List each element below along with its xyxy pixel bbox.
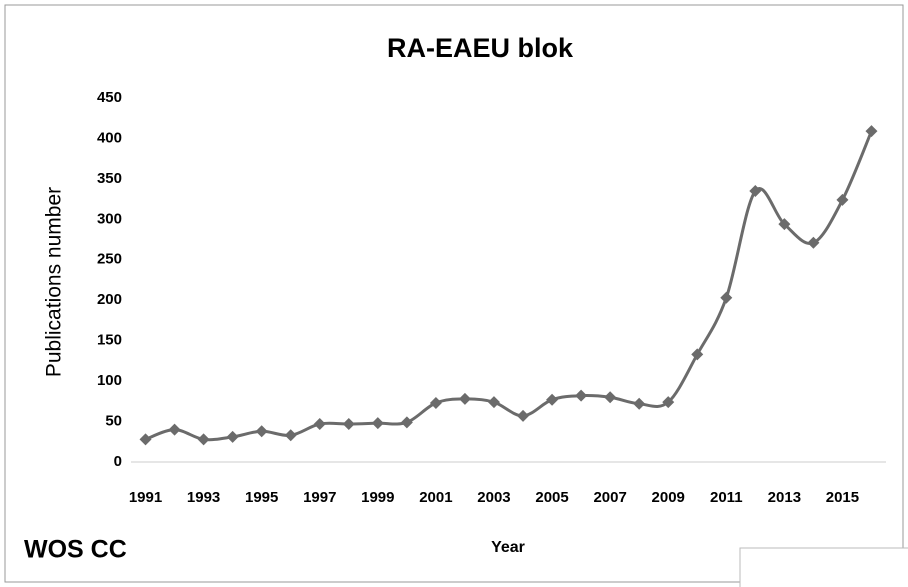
y-tick-label: 400 bbox=[97, 129, 122, 146]
y-axis-label: Publications number bbox=[43, 187, 66, 377]
y-tick-label: 450 bbox=[97, 89, 122, 106]
y-tick-label: 250 bbox=[97, 251, 122, 268]
marker bbox=[400, 416, 413, 429]
x-tick-label: 2013 bbox=[768, 489, 801, 506]
marker bbox=[604, 391, 617, 404]
x-tick-label: 2007 bbox=[593, 489, 626, 506]
marker bbox=[546, 393, 559, 406]
marker bbox=[371, 417, 384, 430]
marker bbox=[836, 193, 849, 206]
marker bbox=[226, 430, 239, 443]
chart-border bbox=[4, 4, 904, 583]
y-tick-label: 150 bbox=[97, 332, 122, 349]
y-tick-label: 100 bbox=[97, 372, 122, 389]
x-axis-label: Year bbox=[491, 539, 525, 556]
marker bbox=[720, 291, 733, 304]
x-tick-label: 2015 bbox=[826, 489, 859, 506]
x-tick-label: 2003 bbox=[477, 489, 510, 506]
marker bbox=[139, 433, 152, 446]
x-tick-label: 2009 bbox=[652, 489, 685, 506]
marker bbox=[575, 389, 588, 402]
x-tick-label: 1997 bbox=[303, 489, 336, 506]
marker bbox=[749, 185, 762, 198]
x-tick-label: 2011 bbox=[710, 489, 743, 506]
marker bbox=[342, 417, 355, 430]
chart-title: RA-EAEU blok bbox=[387, 33, 574, 63]
marker bbox=[429, 396, 442, 409]
x-tick-label: 1999 bbox=[361, 489, 394, 506]
x-tick-label: 1991 bbox=[129, 489, 162, 506]
x-tick-label: 2005 bbox=[535, 489, 568, 506]
empty-box bbox=[739, 547, 908, 587]
x-tick-label: 2001 bbox=[419, 489, 452, 506]
y-tick-label: 50 bbox=[105, 413, 122, 430]
marker bbox=[458, 392, 471, 405]
marker bbox=[255, 425, 268, 438]
x-tick-label: 1995 bbox=[245, 489, 278, 506]
marker bbox=[778, 218, 791, 231]
marker bbox=[633, 397, 646, 410]
marker bbox=[807, 236, 820, 249]
annotation: WOS CC bbox=[24, 536, 127, 564]
y-tick-label: 350 bbox=[97, 170, 122, 187]
marker bbox=[284, 429, 297, 442]
marker bbox=[691, 348, 704, 361]
y-tick-label: 200 bbox=[97, 291, 122, 308]
y-tick-label: 300 bbox=[97, 210, 122, 227]
marker bbox=[865, 125, 878, 138]
x-tick-label: 1993 bbox=[187, 489, 220, 506]
y-tick-label: 0 bbox=[114, 453, 122, 470]
marker bbox=[313, 417, 326, 430]
marker bbox=[662, 396, 675, 409]
marker bbox=[168, 423, 181, 436]
marker bbox=[487, 396, 500, 409]
marker bbox=[517, 409, 530, 422]
marker bbox=[197, 433, 210, 446]
